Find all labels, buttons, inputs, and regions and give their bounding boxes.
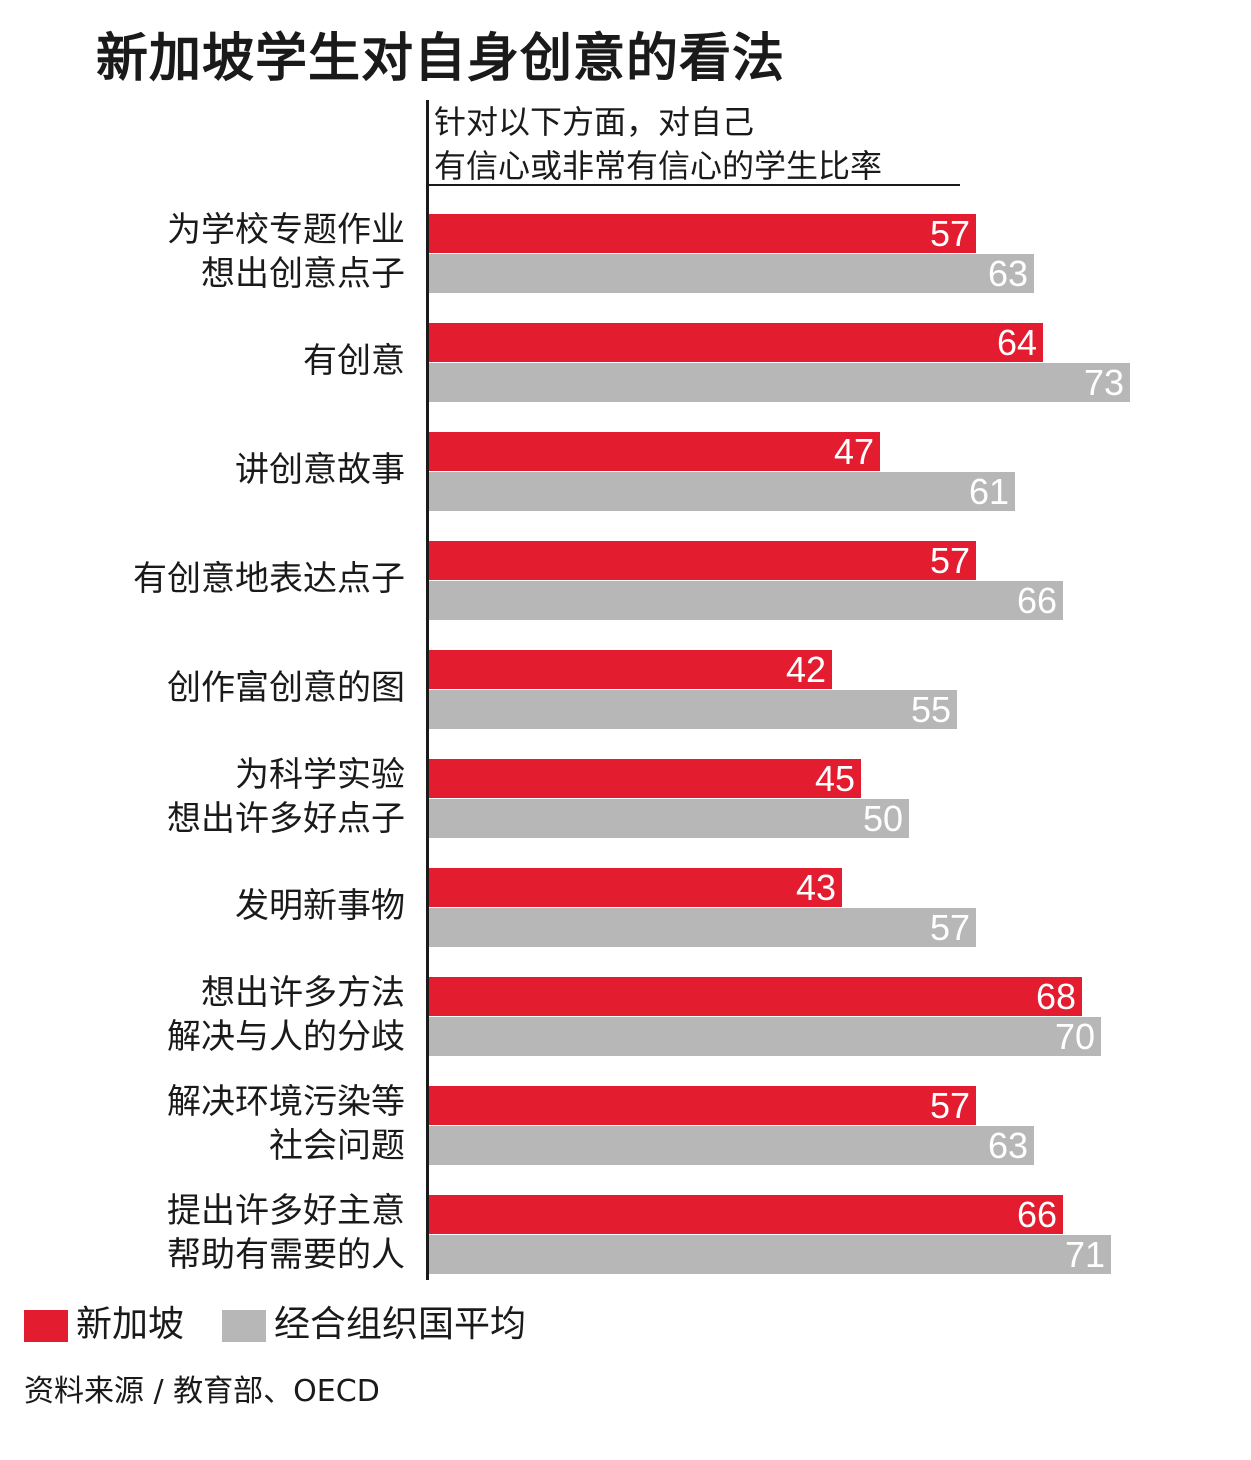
category-label-line: 想出许多好点子	[167, 798, 405, 839]
category-label-line: 想出许多方法	[201, 972, 405, 1013]
bar-singapore: 57	[429, 540, 976, 581]
data-label-singapore: 47	[833, 431, 874, 472]
data-label-singapore: 57	[929, 213, 970, 254]
legend-label-singapore: 新加坡	[76, 1304, 185, 1345]
data-label-singapore: 57	[929, 1085, 970, 1126]
data-label-oecd: 70	[1054, 1016, 1095, 1057]
category-label-line: 帮助有需要的人	[167, 1234, 405, 1275]
bar-oecd: 70	[429, 1016, 1101, 1057]
bar-oecd: 71	[429, 1234, 1111, 1275]
data-label-oecd: 57	[929, 907, 970, 948]
bar-singapore: 47	[429, 431, 880, 472]
category-label: 有创意	[303, 339, 405, 383]
data-label-oecd: 55	[910, 689, 951, 730]
data-label-singapore: 57	[929, 540, 970, 581]
data-label-singapore: 42	[785, 649, 826, 690]
bar-oecd: 61	[429, 471, 1015, 512]
category-label: 解决环境污染等 社会问题	[167, 1080, 405, 1168]
bar-oecd: 63	[429, 1125, 1034, 1166]
category-label: 为学校专题作业 想出创意点子	[167, 208, 405, 296]
category-label: 讲创意故事	[235, 448, 405, 492]
category-label: 为科学实验 想出许多好点子	[167, 753, 405, 841]
category-label-line: 创作富创意的图	[167, 667, 405, 708]
category-label-line: 想出创意点子	[201, 253, 405, 294]
category-label-line: 提出许多好主意	[167, 1190, 405, 1231]
category-label: 创作富创意的图	[167, 666, 405, 710]
legend-swatch-oecd	[222, 1310, 266, 1342]
data-label-oecd: 63	[987, 1125, 1028, 1166]
data-label-oecd: 66	[1016, 580, 1057, 621]
legend-swatch-singapore	[24, 1310, 68, 1342]
category-axis-line	[426, 100, 429, 1280]
bar-oecd: 55	[429, 689, 957, 730]
bar-oecd: 66	[429, 580, 1063, 621]
bar-oecd: 50	[429, 798, 909, 839]
category-label-line: 有创意	[303, 340, 405, 381]
data-label-singapore: 45	[814, 758, 855, 799]
subtitle-line-2: 有信心或非常有信心的学生比率	[434, 147, 883, 185]
legend-label-oecd: 经合组织国平均	[274, 1304, 527, 1345]
category-label: 提出许多好主意 帮助有需要的人	[167, 1189, 405, 1277]
bar-singapore: 45	[429, 758, 861, 799]
data-label-singapore: 68	[1035, 976, 1076, 1017]
bar-singapore: 68	[429, 976, 1082, 1017]
data-label-oecd: 50	[862, 798, 903, 839]
data-label-oecd: 63	[987, 253, 1028, 294]
data-label-oecd: 61	[968, 471, 1009, 512]
category-label-line: 讲创意故事	[235, 449, 405, 490]
bar-singapore: 43	[429, 867, 842, 908]
data-label-singapore: 43	[795, 867, 836, 908]
subtitle-underline	[428, 184, 960, 186]
data-label-oecd: 71	[1064, 1234, 1105, 1275]
chart-subtitle: 针对以下方面，对自己 有信心或非常有信心的学生比率	[434, 100, 882, 188]
bar-singapore: 42	[429, 649, 832, 690]
category-label-line: 有创意地表达点子	[133, 558, 405, 599]
data-label-oecd: 73	[1083, 362, 1124, 403]
category-label-line: 解决与人的分歧	[167, 1016, 405, 1057]
bar-singapore: 57	[429, 1085, 976, 1126]
category-label-line: 解决环境污染等	[167, 1081, 405, 1122]
category-label: 有创意地表达点子	[133, 557, 405, 601]
category-label-line: 社会问题	[269, 1125, 405, 1166]
data-label-singapore: 64	[996, 322, 1037, 363]
bar-singapore: 64	[429, 322, 1043, 363]
data-label-singapore: 66	[1016, 1194, 1057, 1235]
category-label-line: 为学校专题作业	[167, 209, 405, 250]
source-note: 资料来源 / 教育部、OECD	[24, 1374, 380, 1409]
bar-oecd: 73	[429, 362, 1130, 403]
bar-singapore: 57	[429, 213, 976, 254]
category-label-line: 发明新事物	[235, 885, 405, 926]
bar-oecd: 57	[429, 907, 976, 948]
category-label-line: 为科学实验	[235, 754, 405, 795]
category-label: 想出许多方法 解决与人的分歧	[167, 971, 405, 1059]
subtitle-line-1: 针对以下方面，对自己	[434, 103, 755, 141]
bar-oecd: 63	[429, 253, 1034, 294]
bar-singapore: 66	[429, 1194, 1063, 1235]
category-label: 发明新事物	[235, 884, 405, 928]
chart-title: 新加坡学生对自身创意的看法	[96, 29, 786, 89]
